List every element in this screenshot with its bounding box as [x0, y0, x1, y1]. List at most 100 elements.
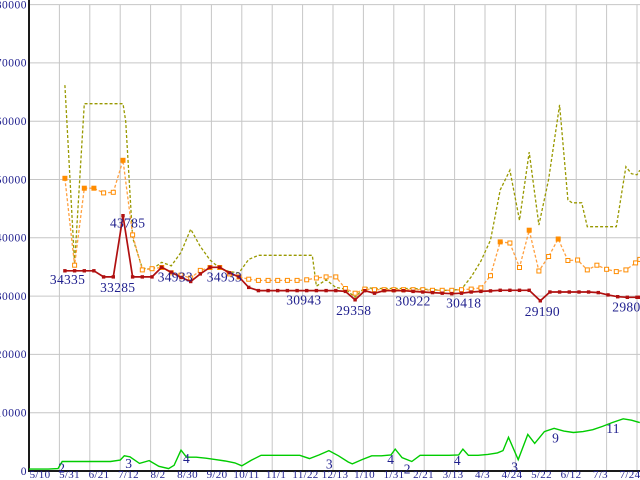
- x-axis-tick-label: 9/20: [207, 469, 228, 480]
- volume-point-label: 2: [404, 462, 411, 477]
- x-axis-tick-label: 5/10: [30, 469, 51, 480]
- square-marker: [548, 290, 552, 294]
- price-point-label: 33285: [100, 280, 135, 295]
- volume-point-label: 3: [125, 456, 132, 471]
- series-markers-low: [63, 214, 640, 303]
- volume-point-label: 4: [183, 451, 190, 466]
- price-point-label: 29358: [336, 303, 371, 318]
- square-marker: [635, 295, 639, 299]
- axes: [28, 0, 640, 472]
- square-marker: [197, 267, 203, 273]
- square-marker: [91, 185, 97, 191]
- x-axis-tick-label: 3/13: [443, 469, 464, 480]
- square-marker: [478, 285, 484, 291]
- gridlines: [29, 4, 640, 471]
- x-axis-tick-label: 4/24: [502, 469, 523, 480]
- square-marker: [62, 175, 68, 181]
- square-marker: [72, 269, 77, 273]
- square-marker: [276, 288, 280, 293]
- x-axis-tick-label: 7/3: [593, 469, 608, 480]
- price-point-label: 29190: [525, 304, 560, 319]
- square-marker: [227, 271, 232, 275]
- square-marker: [555, 236, 561, 242]
- y-axis-tick-label: 20000: [0, 349, 27, 361]
- square-marker: [382, 289, 386, 293]
- square-marker: [421, 290, 425, 294]
- square-marker: [567, 290, 571, 294]
- x-axis-tick-label: 10/11: [233, 469, 259, 480]
- square-marker: [353, 298, 357, 302]
- square-marker: [169, 270, 173, 274]
- square-marker: [72, 262, 78, 268]
- x-axis-tick-label: 2/21: [413, 469, 434, 480]
- x-axis-tick-label: 8/2: [151, 469, 166, 480]
- square-marker: [459, 287, 464, 293]
- square-marker: [479, 289, 483, 294]
- square-marker: [304, 277, 310, 283]
- square-marker: [208, 265, 212, 269]
- square-marker: [450, 292, 454, 296]
- square-marker: [594, 262, 600, 268]
- square-marker: [63, 269, 67, 273]
- square-marker: [517, 265, 522, 270]
- square-marker: [313, 275, 319, 281]
- square-marker: [488, 289, 493, 293]
- square-marker: [160, 265, 164, 269]
- square-marker: [633, 260, 639, 266]
- square-marker: [334, 288, 338, 293]
- square-marker: [606, 293, 610, 297]
- square-marker: [101, 275, 106, 279]
- square-marker: [284, 277, 290, 283]
- x-axis-tick-label: 6/12: [561, 469, 582, 480]
- volume-point-label: 3: [326, 457, 333, 472]
- price-point-label: 43785: [110, 216, 145, 231]
- square-marker: [275, 277, 281, 283]
- y-axis-tick-label: 50000: [0, 174, 27, 186]
- square-marker: [256, 288, 261, 293]
- price-point-label: 34933: [207, 269, 242, 284]
- square-marker: [82, 269, 86, 273]
- square-marker: [130, 275, 135, 279]
- square-marker: [295, 288, 299, 293]
- square-marker: [577, 290, 581, 294]
- square-marker: [638, 295, 640, 299]
- square-marker: [343, 289, 348, 294]
- square-marker: [150, 275, 154, 279]
- series-line-high: [64, 85, 640, 299]
- square-marker: [81, 185, 87, 191]
- square-marker: [179, 275, 183, 280]
- x-axis-tick-label: 1/31: [384, 469, 405, 480]
- y-axis-tick-label: 60000: [0, 116, 27, 128]
- square-marker: [111, 275, 115, 279]
- square-marker: [459, 291, 464, 295]
- square-marker: [575, 257, 581, 263]
- square-marker: [411, 289, 415, 294]
- volume-point-label: 4: [454, 453, 461, 468]
- square-marker: [623, 267, 629, 273]
- square-marker: [440, 291, 444, 295]
- square-marker: [110, 189, 116, 195]
- volume-point-label: 11: [606, 421, 620, 436]
- square-marker: [565, 258, 571, 263]
- square-marker: [625, 295, 629, 299]
- square-marker: [120, 157, 126, 163]
- square-marker: [497, 239, 503, 245]
- price-point-label: 30418: [446, 296, 481, 311]
- x-axis-tick-label: 8/30: [177, 469, 198, 480]
- square-marker: [246, 276, 252, 282]
- y-axis-tick-label: 70000: [0, 58, 27, 70]
- square-marker: [130, 232, 136, 238]
- square-marker: [363, 289, 367, 293]
- square-marker: [392, 289, 396, 293]
- price-point-label: 29800: [612, 299, 640, 314]
- square-marker: [498, 288, 502, 292]
- x-axis-tick-label: 11/22: [292, 469, 318, 480]
- x-axis-tick-label: 12/13: [322, 469, 349, 480]
- price-point-label: 30922: [395, 294, 430, 309]
- square-marker: [266, 288, 270, 293]
- square-marker: [121, 214, 125, 218]
